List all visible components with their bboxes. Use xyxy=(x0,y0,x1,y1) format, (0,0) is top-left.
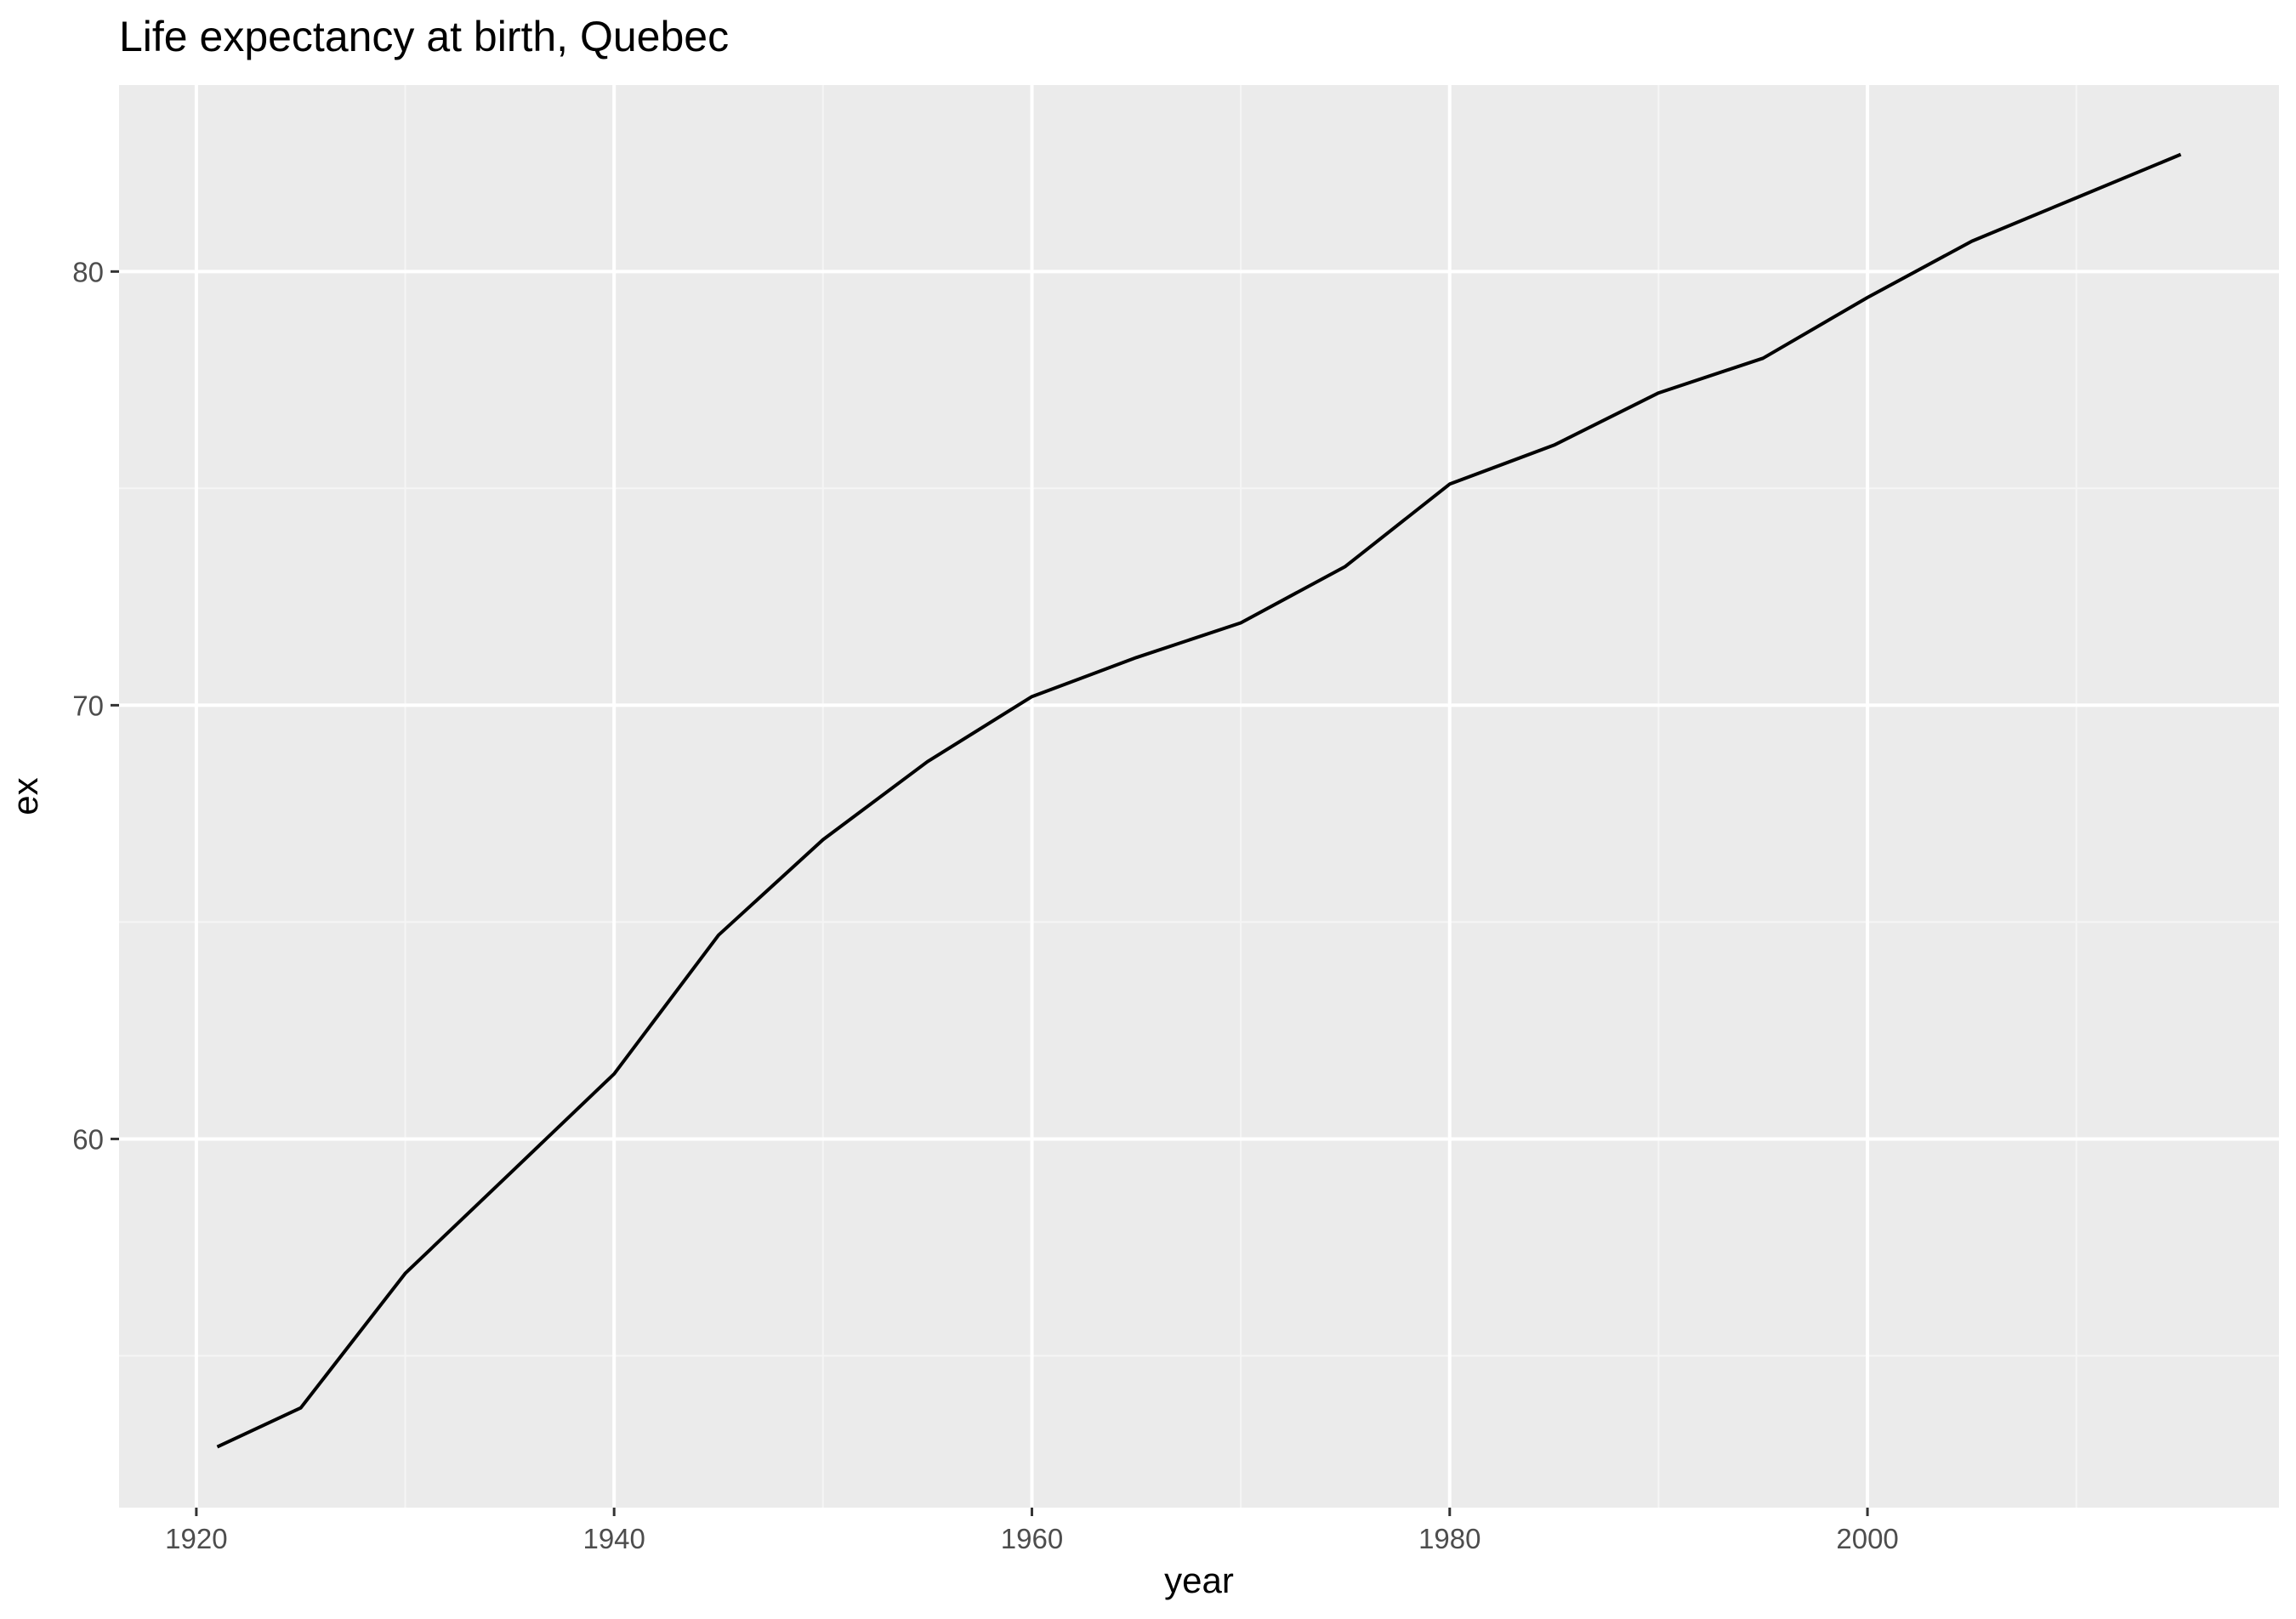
y-tick-label: 80 xyxy=(72,256,104,287)
x-tick-label: 1940 xyxy=(583,1523,645,1554)
x-axis: 1920 1940 1960 1980 2000 xyxy=(165,1508,1899,1554)
y-axis-title: ex xyxy=(5,777,45,815)
x-tick-label: 1980 xyxy=(1418,1523,1480,1554)
plot-area xyxy=(119,85,2279,1508)
y-tick-label: 60 xyxy=(72,1123,104,1155)
x-tick-label: 2000 xyxy=(1836,1523,1898,1554)
y-tick-label: 70 xyxy=(72,690,104,721)
x-tick-label: 1960 xyxy=(1001,1523,1063,1554)
plot-panel-background xyxy=(119,85,2279,1508)
chart-title: Life expectancy at birth, Quebec xyxy=(119,13,729,60)
major-grid-lines xyxy=(119,85,2279,1508)
x-axis-title: year xyxy=(1164,1560,1234,1600)
y-axis: 60 70 80 xyxy=(72,256,119,1155)
x-tick-label: 1920 xyxy=(165,1523,227,1554)
minor-grid-lines xyxy=(119,85,2279,1508)
series-line xyxy=(216,152,2182,1449)
series-layer xyxy=(216,152,2182,1449)
